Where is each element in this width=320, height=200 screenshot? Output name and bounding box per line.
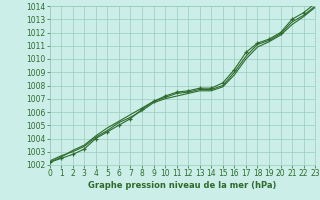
X-axis label: Graphe pression niveau de la mer (hPa): Graphe pression niveau de la mer (hPa) [88, 181, 276, 190]
